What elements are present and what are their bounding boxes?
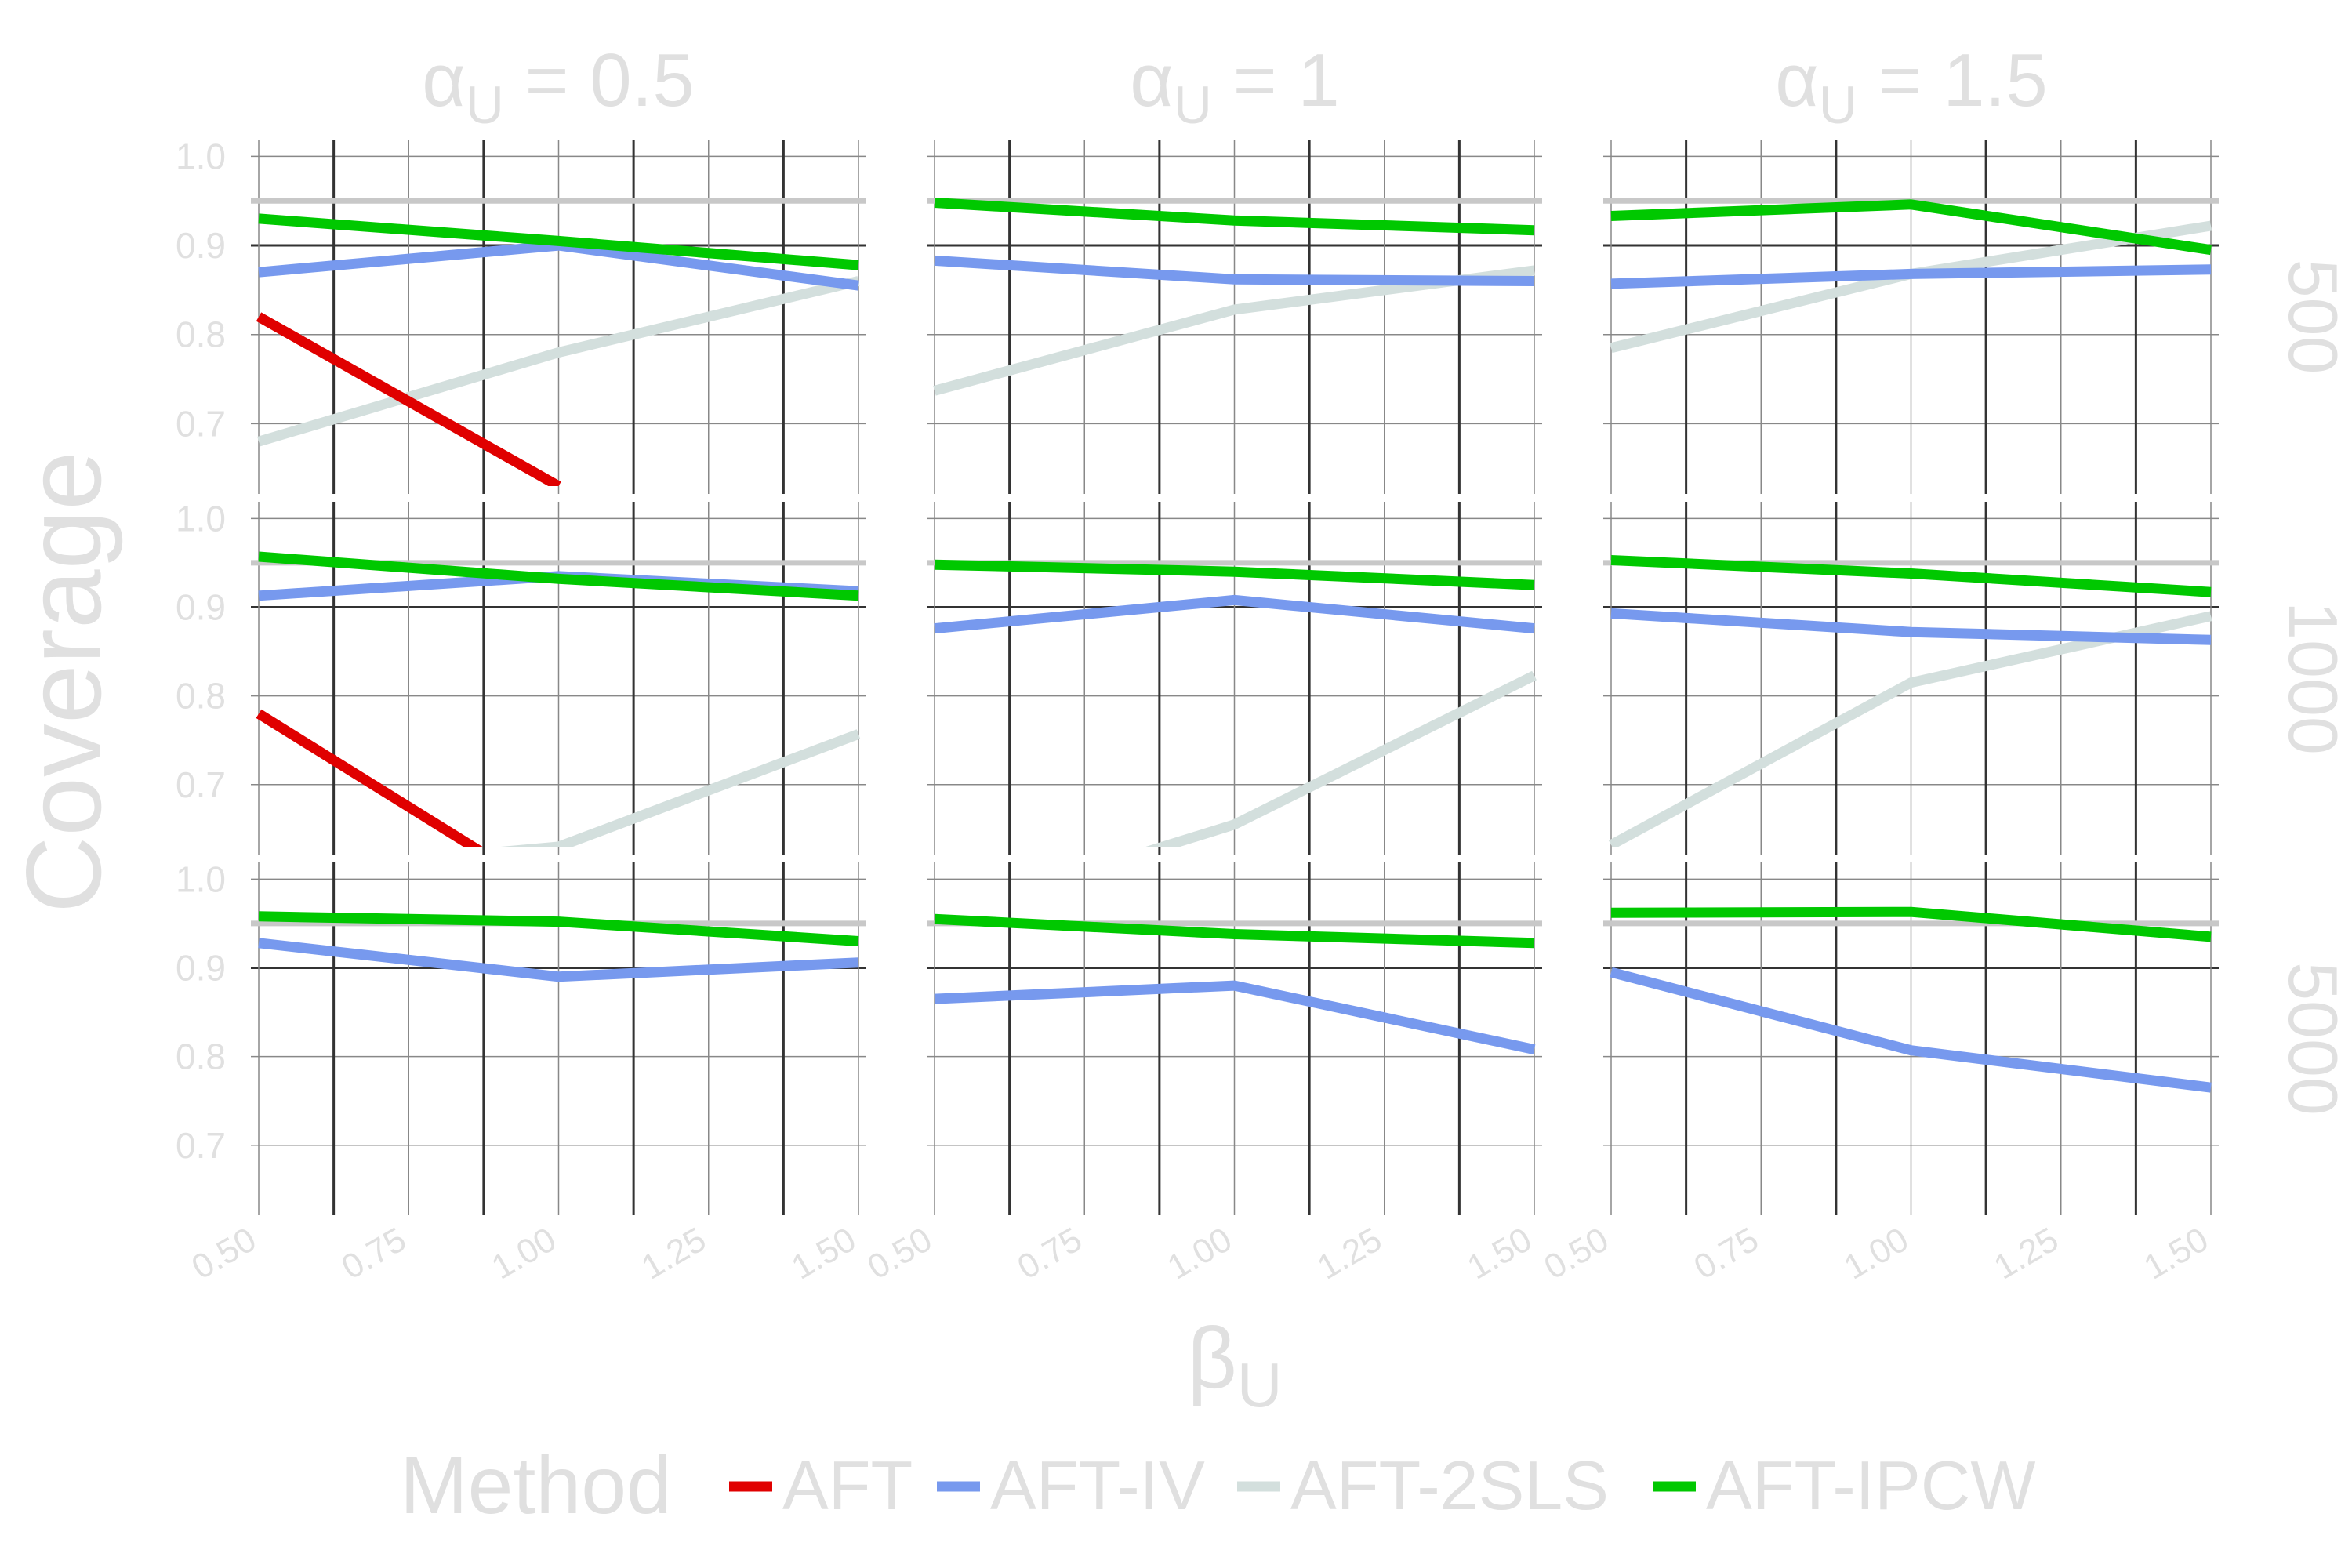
panels-layer (251, 140, 2219, 1215)
labels-layer: 1.0 0.9 0.8 0.7 1.0 0.9 0.8 0.7 1.0 0.9 0.8 0.7 0.50… (4, 38, 2352, 1531)
series-line-aft-ipcw (1610, 199, 2212, 256)
x-tick-label: 0.50 (1537, 1220, 1615, 1287)
series-group (256, 213, 860, 486)
legend-label: AFT-IPCW (1706, 1446, 2035, 1524)
legend: Method AFT AFT-IV AFT-2SLS AFT-IPCW (400, 1440, 2035, 1531)
panel-r2-c2 (1603, 862, 2219, 1215)
y-tick-label: 0.8 (176, 1036, 226, 1077)
x-tick-label: 1.00 (1161, 1220, 1239, 1287)
series-group (934, 559, 1537, 847)
series-line-aft-2sls (1145, 670, 1537, 847)
series-line-aft-iv (934, 255, 1535, 286)
series-group (258, 911, 859, 982)
column-strip-label: αU = 1 (1130, 38, 1339, 135)
panel-r2-c1 (927, 862, 1542, 1215)
series-group (1610, 906, 2212, 1093)
panel-r2-c0 (251, 862, 866, 1215)
y-tick-label: 0.7 (176, 403, 226, 444)
panel-r0-c2 (1603, 140, 2219, 494)
x-tick-label: 1.50 (1461, 1220, 1538, 1287)
x-tick-label: 1.00 (485, 1220, 563, 1287)
column-strip-label: αU = 0.5 (422, 38, 694, 135)
series-group (256, 551, 861, 847)
series-line-aft-ipcw (1610, 555, 2212, 597)
series-line-aft-ipcw (934, 913, 1535, 949)
series-line-aft-ipcw (934, 198, 1535, 236)
y-tick-label: 0.7 (176, 764, 226, 805)
column-strip-label: αU = 1.5 (1775, 38, 2047, 135)
series-line-aft-2sls (500, 729, 861, 847)
series-group (934, 913, 1536, 1054)
panel-r0-c1 (927, 140, 1542, 494)
series-line-aft-ipcw (258, 911, 859, 946)
x-tick-label: 1.00 (1838, 1220, 1915, 1287)
series-line-aft-iv (1610, 967, 2212, 1093)
y-tick-label: 0.8 (176, 314, 226, 355)
series-line-aft-iv (934, 980, 1536, 1054)
legend-label: AFT-2SLS (1290, 1446, 1609, 1524)
series-line-aft-ipcw (1610, 906, 2212, 942)
series-line-aft-2sls (257, 276, 860, 447)
x-tick-label: 0.75 (1011, 1220, 1089, 1287)
x-tick-label: 1.50 (785, 1220, 862, 1287)
x-tick-label: 0.50 (185, 1220, 263, 1287)
series-line-aft-ipcw (934, 559, 1535, 590)
panel-r1-c1 (927, 502, 1542, 855)
y-tick-label: 0.9 (176, 225, 226, 266)
x-tick-label: 1.25 (1987, 1220, 2065, 1287)
series-line-aft-ipcw (258, 551, 859, 601)
series-group (1608, 555, 2212, 847)
y-tick-label: 1.0 (176, 858, 226, 899)
x-axis-title: βU (1187, 1310, 1282, 1420)
y-tick-label: 0.9 (176, 947, 226, 988)
legend-title: Method (400, 1440, 672, 1531)
y-axis-title: Coverage (4, 451, 123, 913)
panel-r1-c2 (1603, 502, 2219, 855)
series-line-aft-iv (934, 594, 1535, 634)
series-group (1610, 199, 2212, 354)
x-tick-label: 1.50 (2137, 1220, 2215, 1287)
series-line-aft-iv (1610, 264, 2212, 289)
x-tick-label: 0.75 (1688, 1220, 1766, 1287)
series-line-aft-iv (1610, 608, 2212, 645)
y-tick-label: 0.9 (176, 586, 226, 627)
legend-label: AFT-IV (990, 1446, 1205, 1524)
y-tick-label: 1.0 (176, 498, 226, 539)
row-strip-label: 1000 (2274, 601, 2352, 755)
series-group (933, 198, 1535, 396)
legend-label: AFT (782, 1446, 913, 1524)
series-line-aft (256, 312, 561, 486)
panel-r0-c0 (251, 140, 866, 494)
x-tick-label: 0.50 (861, 1220, 938, 1287)
series-line-aft-ipcw (258, 213, 859, 270)
row-strip-label: 5000 (2274, 962, 2352, 1116)
panel-r1-c0 (251, 502, 866, 855)
x-tick-label: 0.75 (336, 1220, 413, 1287)
y-tick-label: 1.0 (176, 136, 226, 176)
x-tick-label: 1.25 (1311, 1220, 1388, 1287)
x-tick-label: 1.25 (635, 1220, 713, 1287)
series-line-aft-iv (258, 938, 859, 982)
y-tick-label: 0.8 (176, 676, 226, 717)
series-line-aft (256, 709, 483, 847)
y-tick-label: 0.7 (176, 1125, 226, 1166)
row-strip-label: 500 (2274, 260, 2352, 375)
